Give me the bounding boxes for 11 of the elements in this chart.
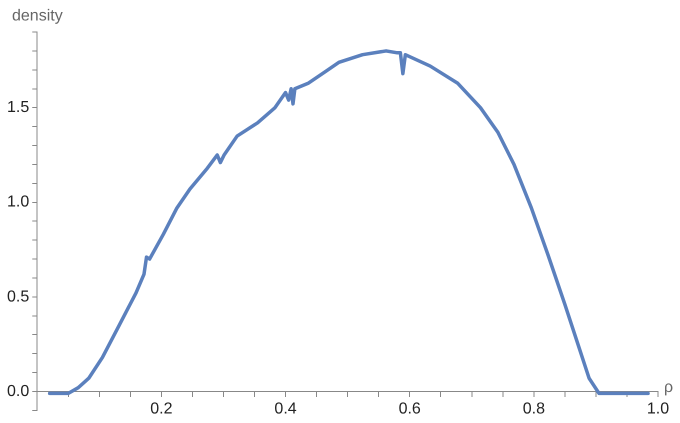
y-tick-label: 0.0 bbox=[6, 382, 30, 400]
x-tick-label: 1.0 bbox=[646, 400, 670, 418]
y-axis-title: density bbox=[12, 7, 63, 24]
x-tick-label: 0.2 bbox=[150, 400, 173, 418]
x-axis-title: ρ bbox=[664, 378, 674, 396]
x-tick-label: 0.6 bbox=[398, 400, 421, 418]
y-tick-label: 1.5 bbox=[6, 99, 30, 116]
x-tick-label: 0.4 bbox=[274, 400, 297, 418]
x-tick-label: 0.8 bbox=[522, 400, 546, 418]
y-tick-label: 1.0 bbox=[6, 194, 30, 211]
y-tick-label: 0.5 bbox=[6, 288, 30, 306]
